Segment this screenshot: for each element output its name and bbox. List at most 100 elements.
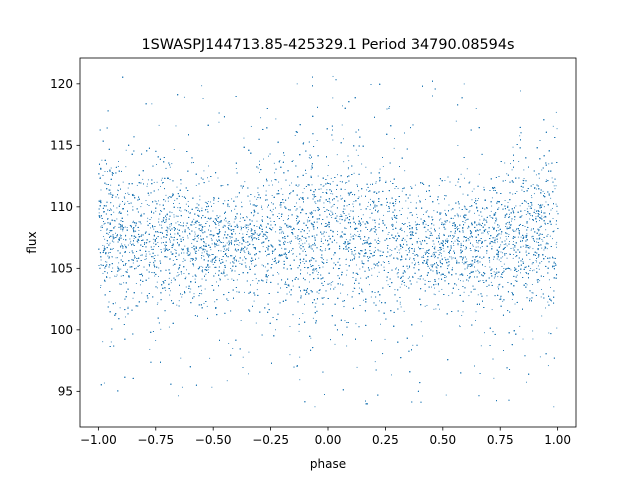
scatter-point — [115, 276, 117, 277]
scatter-point — [548, 332, 550, 334]
scatter-point — [404, 284, 406, 286]
scatter-point — [110, 167, 112, 169]
scatter-point — [192, 220, 193, 222]
scatter-point — [300, 239, 302, 241]
scatter-point — [135, 230, 137, 232]
scatter-point — [535, 213, 537, 214]
scatter-point — [235, 196, 237, 198]
scatter-point — [427, 215, 429, 217]
scatter-point — [160, 185, 161, 187]
scatter-point — [239, 242, 241, 244]
scatter-point — [124, 193, 126, 194]
scatter-point — [185, 286, 187, 288]
scatter-point — [155, 210, 157, 212]
scatter-point — [522, 245, 524, 247]
scatter-point — [214, 245, 216, 247]
scatter-point — [411, 228, 413, 230]
scatter-point — [422, 248, 424, 249]
scatter-point — [158, 218, 160, 220]
scatter-point — [489, 261, 491, 263]
scatter-point — [506, 245, 508, 247]
scatter-point — [327, 175, 329, 177]
scatter-point — [424, 239, 425, 241]
scatter-point — [524, 210, 526, 211]
scatter-point — [337, 221, 339, 223]
scatter-point — [289, 184, 291, 186]
scatter-point — [330, 193, 332, 195]
scatter-point — [181, 273, 183, 275]
scatter-point — [433, 308, 435, 310]
scatter-point — [475, 246, 477, 248]
scatter-point — [406, 217, 408, 219]
scatter-point — [288, 291, 290, 293]
scatter-point — [323, 235, 325, 237]
scatter-point — [394, 188, 396, 189]
scatter-point — [181, 296, 183, 298]
scatter-point — [365, 166, 367, 168]
scatter-point — [541, 247, 543, 249]
scatter-point — [236, 291, 238, 293]
scatter-point — [353, 201, 355, 202]
scatter-point — [226, 237, 228, 239]
scatter-point — [169, 241, 171, 243]
scatter-point — [310, 337, 312, 339]
scatter-point — [267, 248, 269, 250]
scatter-point — [444, 228, 446, 230]
scatter-point — [484, 240, 486, 242]
scatter-point — [233, 221, 235, 223]
scatter-point — [311, 184, 313, 186]
scatter-point — [474, 248, 476, 250]
scatter-point — [180, 210, 182, 212]
scatter-point — [346, 345, 348, 347]
scatter-point — [352, 203, 354, 205]
scatter-point — [109, 277, 111, 279]
scatter-point — [152, 256, 154, 258]
scatter-point — [369, 250, 371, 252]
scatter-point — [314, 406, 316, 408]
scatter-point — [544, 247, 546, 249]
scatter-point — [548, 163, 550, 165]
scatter-point — [396, 273, 398, 275]
scatter-point — [477, 198, 479, 199]
scatter-point — [214, 266, 216, 268]
scatter-point — [498, 259, 500, 261]
scatter-point — [292, 191, 294, 192]
scatter-point — [206, 254, 208, 255]
scatter-point — [405, 250, 407, 252]
scatter-point — [555, 262, 556, 264]
scatter-point — [226, 380, 228, 382]
scatter-point — [344, 220, 346, 222]
scatter-point — [437, 284, 439, 286]
scatter-point — [327, 223, 329, 225]
scatter-point — [466, 275, 468, 276]
scatter-point — [132, 259, 133, 261]
scatter-point — [110, 341, 112, 343]
scatter-point — [408, 267, 410, 269]
scatter-point — [459, 256, 461, 258]
scatter-point — [502, 256, 504, 258]
scatter-point — [277, 272, 278, 273]
scatter-point — [109, 208, 111, 210]
scatter-point — [460, 173, 462, 175]
scatter-point — [132, 228, 134, 230]
scatter-point — [264, 266, 266, 268]
scatter-point — [288, 215, 290, 217]
scatter-point — [165, 194, 167, 196]
scatter-point — [283, 202, 285, 204]
scatter-point — [374, 361, 376, 363]
scatter-point — [306, 219, 308, 221]
scatter-point — [121, 243, 123, 245]
scatter-point — [485, 228, 487, 230]
scatter-point — [356, 227, 358, 229]
scatter-point — [298, 243, 300, 245]
scatter-point — [302, 313, 304, 314]
scatter-point — [438, 185, 440, 186]
scatter-point — [193, 218, 195, 220]
scatter-point — [195, 227, 197, 228]
scatter-point — [256, 226, 258, 227]
scatter-point — [412, 275, 414, 277]
scatter-point — [168, 196, 170, 198]
scatter-point — [177, 233, 179, 235]
scatter-point — [207, 263, 208, 265]
scatter-point — [171, 163, 173, 165]
